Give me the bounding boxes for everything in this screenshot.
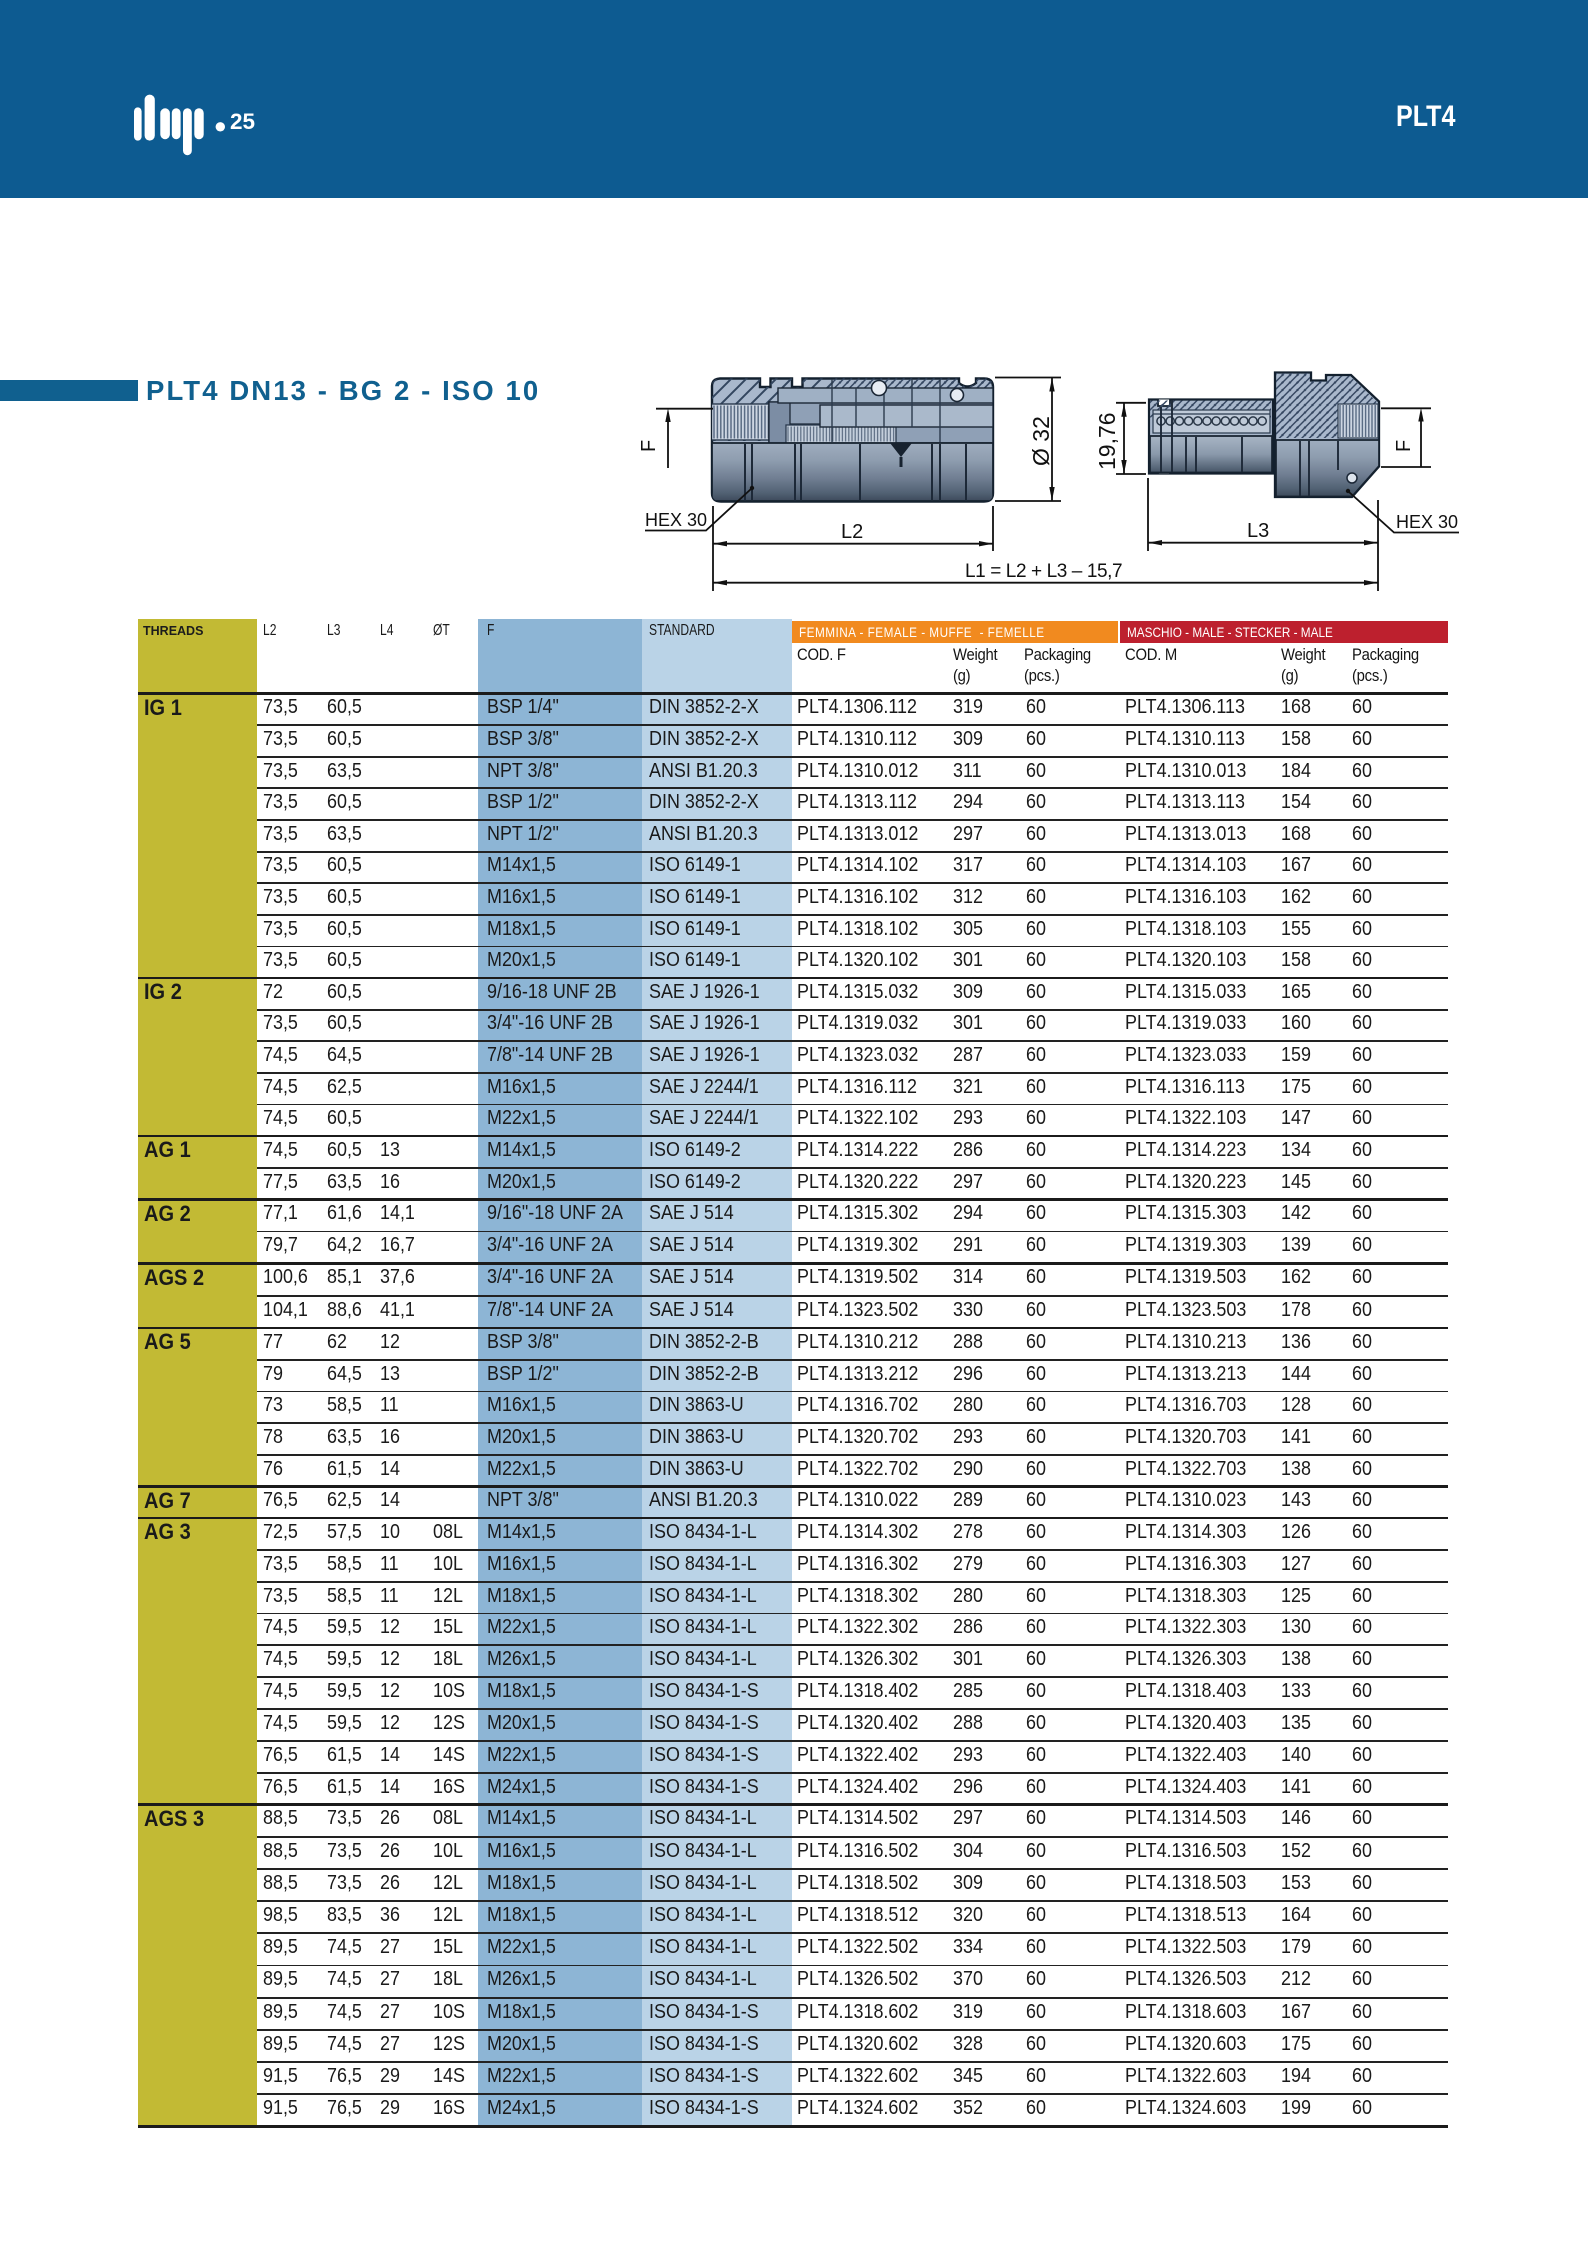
svg-text:F: F (638, 440, 660, 452)
svg-text:L2: L2 (841, 521, 863, 543)
svg-text:Ø 32: Ø 32 (1028, 416, 1054, 466)
svg-text:L3: L3 (1247, 520, 1269, 542)
svg-text:L1 = L2 + L3 – 15,7: L1 = L2 + L3 – 15,7 (965, 561, 1122, 582)
svg-text:HEX 30: HEX 30 (1396, 512, 1458, 532)
svg-text:HEX 30: HEX 30 (645, 510, 707, 530)
svg-text:F: F (1393, 440, 1415, 452)
svg-text:19,76: 19,76 (1094, 412, 1120, 470)
